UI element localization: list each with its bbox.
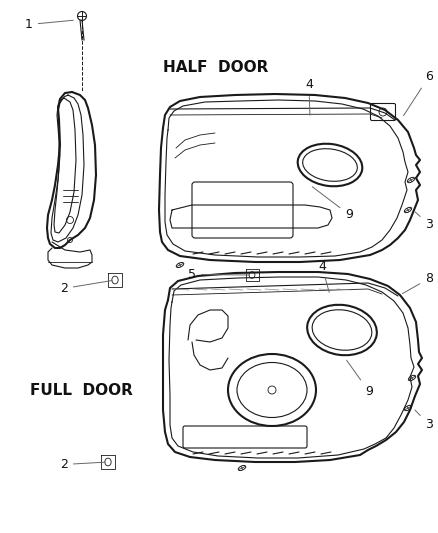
- Text: 3: 3: [415, 212, 433, 231]
- Text: 8: 8: [403, 272, 433, 294]
- Text: 9: 9: [312, 187, 353, 221]
- Text: 9: 9: [346, 360, 373, 398]
- Text: 4: 4: [318, 260, 329, 292]
- Text: HALF  DOOR: HALF DOOR: [163, 60, 268, 75]
- Text: FULL  DOOR: FULL DOOR: [30, 383, 133, 398]
- Text: 2: 2: [60, 280, 112, 295]
- Text: 5: 5: [188, 268, 249, 281]
- Text: 2: 2: [60, 458, 105, 471]
- Text: 6: 6: [403, 70, 433, 116]
- Text: 1: 1: [25, 18, 73, 31]
- Text: 3: 3: [415, 410, 433, 431]
- Text: 4: 4: [305, 78, 313, 115]
